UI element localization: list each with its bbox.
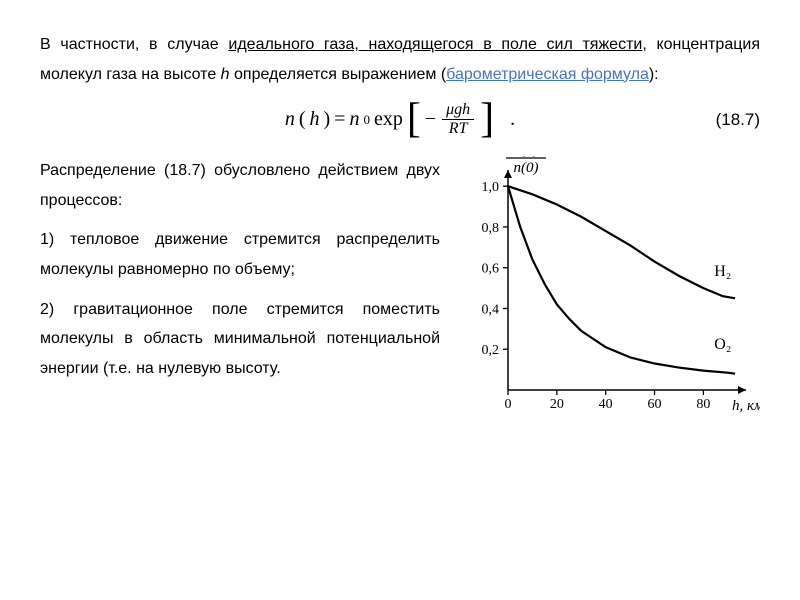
intro-paragraph: В частности, в случае идеального газа, н… [40,30,760,89]
svg-text:40: 40 [599,397,613,412]
f-frac: μgh RT [442,101,474,138]
svg-text:60: 60 [648,397,662,412]
f-n0n: n [349,108,359,131]
formula-row: n(h) = n0 exp [ − μgh RT ] . (18.7) [40,101,760,138]
f-n0sub: 0 [363,112,370,128]
f-paren-open: ( [299,108,306,131]
f-lbracket: [ [407,103,421,137]
f-rbracket: ] [480,103,494,137]
svg-text:1,0: 1,0 [482,180,500,195]
svg-text:0,2: 0,2 [482,343,500,358]
svg-text:n(0): n(0) [514,160,539,176]
f-minus: − [425,108,436,131]
f-h: h [310,108,320,131]
svg-text:80: 80 [696,397,710,412]
chart: 0204060800,20,40,60,81,0H₂O₂h, кмn(h)n(0… [460,156,760,426]
para-3: 2) гравитационное поле стремится помести… [40,295,440,384]
chart-container: 0204060800,20,40,60,81,0H₂O₂h, кмn(h)n(0… [460,156,760,426]
f-paren-close: ) [324,108,331,131]
f-eq: = [334,108,345,131]
intro-mid2: определяется выражением ( [230,66,447,83]
svg-text:0,4: 0,4 [482,303,500,318]
para-1: Распределение (18.7) обусловлено действи… [40,156,440,215]
intro-underlined: идеального газа, находящегося в поле сил… [228,36,642,53]
svg-text:O₂: O₂ [714,336,731,353]
f-den: RT [445,120,472,138]
svg-text:0,8: 0,8 [482,221,500,236]
equation-number: (18.7) [716,110,760,130]
svg-text:20: 20 [550,397,564,412]
svg-text:H₂: H₂ [714,263,731,280]
intro-prefix: В частности, в случае [40,36,228,53]
f-n: n [285,108,295,131]
svg-text:0,6: 0,6 [482,262,500,277]
svg-text:h, км: h, км [732,398,760,414]
text-column: Распределение (18.7) обусловлено действи… [40,156,440,426]
f-num: μgh [442,101,474,120]
para-2: 1) тепловое движение стремится распредел… [40,225,440,284]
svg-text:0: 0 [505,397,512,412]
barometric-link[interactable]: барометрическая формула [446,66,649,83]
intro-suffix: ): [649,66,659,83]
formula: n(h) = n0 exp [ − μgh RT ] . [285,101,515,138]
f-exp: exp [374,108,403,131]
intro-h: h [221,66,230,83]
f-dot: . [510,108,515,131]
